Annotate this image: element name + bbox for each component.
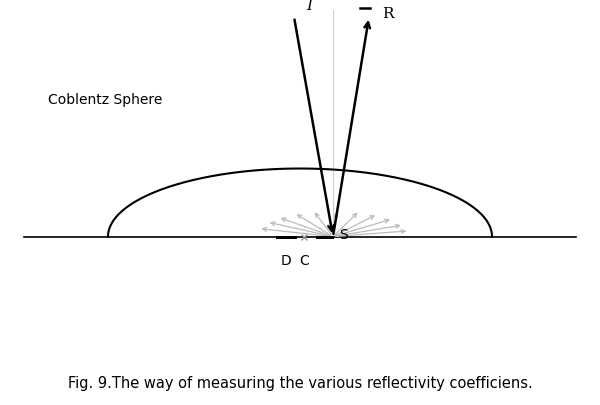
Text: Fig. 9.The way of measuring the various reflectivity coefficiens.: Fig. 9.The way of measuring the various … (68, 375, 532, 390)
Bar (316, 236, 334, 240)
Text: I: I (306, 0, 312, 13)
Text: C: C (299, 253, 309, 267)
Text: S: S (339, 227, 348, 241)
Text: Coblentz Sphere: Coblentz Sphere (48, 93, 163, 107)
Bar (276, 236, 297, 240)
Text: R: R (382, 6, 394, 21)
Text: D: D (281, 253, 292, 267)
